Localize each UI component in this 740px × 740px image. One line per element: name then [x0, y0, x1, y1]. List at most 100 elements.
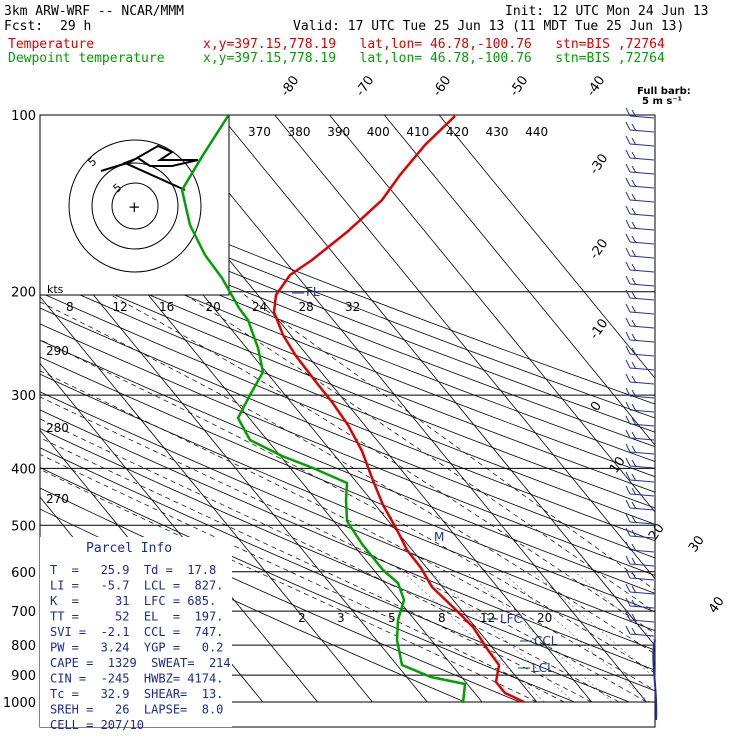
- wind-barb: [625, 331, 655, 343]
- hodograph-ring: [91, 162, 179, 250]
- wind-barb: [625, 373, 655, 385]
- wind-barb: [625, 555, 655, 567]
- theta-e-tick-label: 390: [327, 125, 350, 139]
- temperature-tick-label: -20: [587, 236, 611, 262]
- moist-adiabat: [180, 291, 655, 613]
- hodograph-trace: [100, 144, 199, 191]
- dry-adiabat: [40, 356, 655, 613]
- forecast-label: Fcst:: [4, 19, 44, 34]
- dewpoint-profile: [180, 115, 467, 704]
- wind-barb: [625, 387, 655, 399]
- isotherm-line: [274, 115, 655, 580]
- wind-barb: [625, 443, 655, 455]
- isotherm-line: [219, 115, 655, 647]
- theta-tick-label: 270: [46, 492, 69, 506]
- pressure-tick-label: 1000: [3, 696, 36, 711]
- pressure-tick-label: 500: [11, 519, 36, 534]
- isotherm-line: [383, 115, 655, 446]
- wind-barb: [625, 625, 655, 637]
- pressure-tick-label: 900: [11, 669, 36, 684]
- temperature-tick-label: 0: [588, 399, 605, 414]
- pressure-tick-label: 100: [11, 109, 36, 124]
- speed-tick-label: 16: [159, 300, 174, 314]
- mixing-ratio-label: 12: [480, 611, 495, 625]
- speed-tick-label: 20: [206, 300, 221, 314]
- wind-barb: [625, 485, 655, 497]
- mixing-ratio-label: 5: [388, 611, 396, 625]
- parcel-row: SREH = 26 LAPSE= 8.0: [50, 703, 223, 717]
- wind-barb: [625, 219, 655, 231]
- temperature-tick-label: -40: [584, 73, 608, 99]
- init-time: Init: 12 UTC Mon 24 Jun 13: [505, 4, 709, 19]
- m-marker: M: [434, 530, 444, 544]
- grid-lines: [40, 115, 655, 703]
- pressure-tick-label: 600: [11, 566, 36, 581]
- wind-barb: [625, 107, 655, 119]
- ccl-marker: CCL: [534, 634, 558, 648]
- hodograph-center-mark: +: [128, 198, 141, 216]
- moist-adiabat: [239, 291, 655, 591]
- moist-adiabat: [40, 396, 647, 703]
- speed-tick-label: 12: [113, 300, 128, 314]
- theta-e-tick-label: 400: [367, 125, 390, 139]
- pressure-tick-label: 200: [11, 286, 36, 301]
- wind-barb: [625, 401, 655, 413]
- hodograph-ring: [111, 182, 159, 230]
- temperature-tick-label: 40: [706, 594, 728, 616]
- dry-adiabat: [40, 166, 655, 405]
- wind-barb: [625, 541, 655, 553]
- wind-barb: [625, 233, 655, 245]
- wind-barb: [625, 303, 655, 315]
- isotherm-line: [40, 295, 373, 703]
- pressure-tick-label: 700: [11, 605, 36, 620]
- isotherm-line: [329, 115, 655, 513]
- theta-tick-label: 280: [46, 421, 69, 435]
- wind-barb: [625, 135, 655, 147]
- dry-adiabat: [40, 233, 655, 478]
- dewpoint-station-info: x,y=397.15,778.19 lat,lon= 46.78,-100.76…: [203, 51, 665, 66]
- wind-barb: [625, 345, 655, 357]
- dry-adiabat: [40, 292, 655, 542]
- wind-barb: [625, 191, 655, 203]
- mixing-ratio-line: [574, 571, 655, 641]
- wind-barb: [625, 471, 655, 483]
- pressure-tick-label: 300: [11, 389, 36, 404]
- theta-e-tick-label: 410: [406, 125, 429, 139]
- pressure-tick-label: 800: [11, 639, 36, 654]
- wind-barb: [625, 513, 655, 525]
- dry-adiabat: [40, 179, 655, 419]
- hodograph-ring: [68, 139, 202, 273]
- hodograph-units: kts: [47, 283, 64, 296]
- temperature-tick-label: -50: [507, 73, 531, 99]
- temperature-tick-label: 20: [646, 521, 668, 543]
- speed-tick-label: 8: [66, 300, 74, 314]
- dry-adiabat: [40, 428, 655, 692]
- wind-barb: [625, 527, 655, 539]
- lfc-marker: LFC: [500, 612, 522, 626]
- model-title: 3km ARW-WRF -- NCAR/MMM: [4, 4, 185, 19]
- speed-tick-label: 28: [299, 300, 314, 314]
- mixing-ratio-label: 2: [298, 611, 306, 625]
- parcel-row: SVI = -2.1 CCL = 747.: [50, 625, 223, 639]
- full-barb-title: Full barb:: [637, 86, 691, 97]
- temperature-tick-label: -60: [430, 73, 454, 99]
- temperature-station-info: x,y=397.15,778.19 lat,lon= 46.78,-100.76…: [203, 37, 665, 52]
- moist-adiabat: [40, 370, 655, 692]
- parcel-title: Parcel Info: [86, 541, 172, 556]
- dry-adiabat: [40, 219, 655, 462]
- dry-adiabat: [40, 262, 655, 509]
- pressure-tick-label: 400: [11, 462, 36, 477]
- theta-e-tick-label: 370: [248, 125, 271, 139]
- wind-barb: [625, 317, 655, 329]
- mixing-ratio-label: 3: [337, 611, 345, 625]
- dry-adiabat: [40, 339, 655, 594]
- temperature-tick-label: -30: [587, 151, 611, 177]
- moist-adiabat: [40, 339, 655, 674]
- wind-barb: [625, 415, 655, 427]
- wind-barb: [625, 457, 655, 469]
- dry-adiabat: [40, 192, 655, 433]
- lcl-marker: LCL: [532, 661, 554, 675]
- wind-barb: [625, 359, 655, 371]
